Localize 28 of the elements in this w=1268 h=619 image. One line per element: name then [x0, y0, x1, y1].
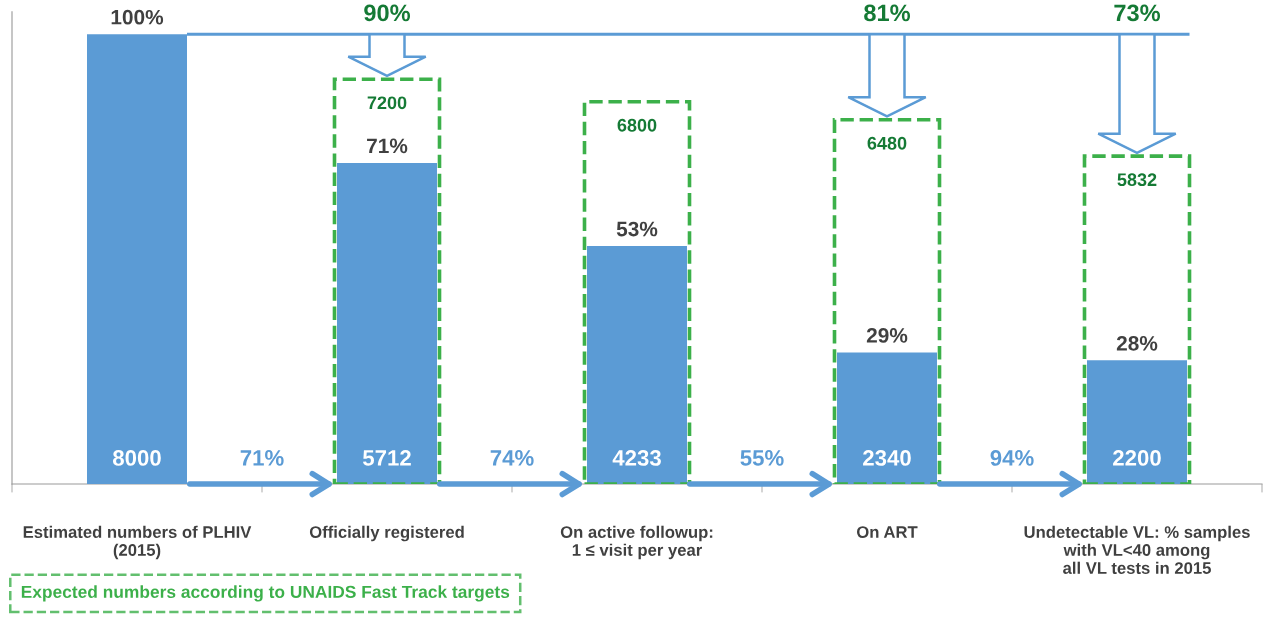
annotation: 94% [990, 450, 1034, 466]
x-tick-label: On active followup: 1 ≤ visit per year [560, 525, 713, 560]
annotation: 71% [367, 138, 408, 154]
data-label: 2200 [1113, 450, 1161, 466]
text: Expected numbers according to UNAIDS Fast Track targets [21, 585, 510, 602]
data-label: 8000 [112, 450, 161, 466]
bar [1087, 360, 1187, 485]
data-label: 5712 [362, 450, 411, 466]
data-label: 6480 [867, 136, 907, 150]
annotation: 81% [864, 4, 911, 22]
data-label: 5832 [1117, 173, 1157, 187]
x-tick-label: Estimated numbers of PLHIV (2015) [23, 525, 252, 560]
annotation: 71% [240, 450, 284, 466]
x-tick-label: Undetectable VL: % samples with VL<40 among all VL tests in 2015 [1024, 525, 1250, 574]
annotation: 53% [616, 221, 658, 237]
data-label: 4233 [612, 450, 661, 466]
annotation: 100% [111, 9, 164, 25]
annotation: 74% [490, 450, 534, 466]
x-tick-label: On ART [856, 526, 918, 538]
x-tick-label: Officially registered [309, 525, 464, 542]
annotation: 90% [364, 4, 411, 22]
data-label: 2340 [863, 450, 911, 466]
annotation: 28% [1116, 335, 1158, 351]
annotation: 29% [866, 328, 908, 343]
annotation: 55% [740, 450, 784, 466]
annotation: 73% [1114, 4, 1161, 22]
data-label: 6800 [617, 118, 657, 132]
data-label: 7200 [367, 96, 407, 110]
